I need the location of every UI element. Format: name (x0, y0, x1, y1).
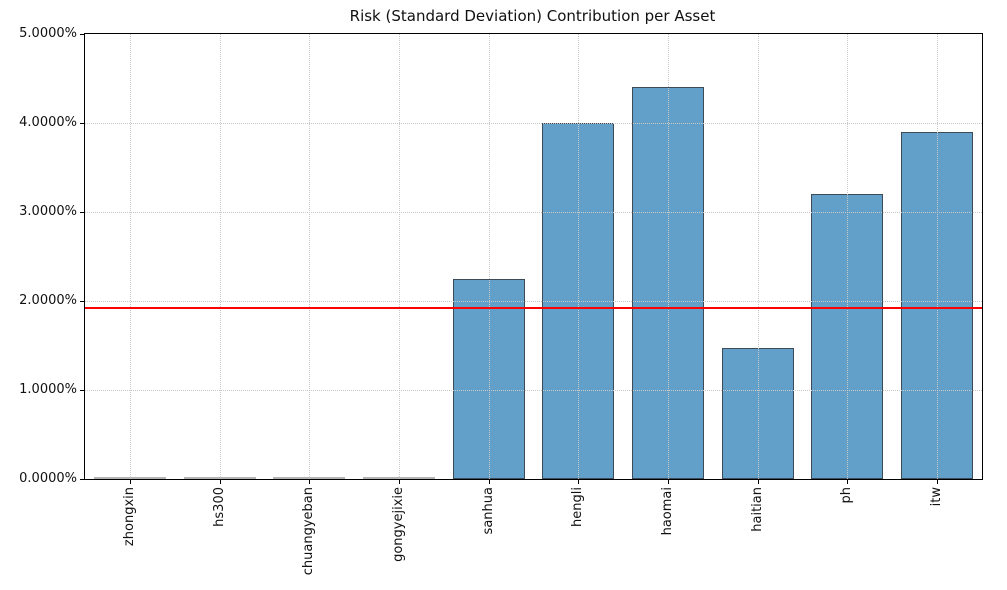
x-axis-tick (757, 479, 759, 484)
x-axis-tick (309, 479, 311, 484)
y-axis-tick (80, 34, 85, 35)
x-axis-tick (129, 479, 131, 484)
gridline-v-hengli (578, 34, 580, 479)
chart-title: Risk (Standard Deviation) Contribution p… (349, 7, 716, 25)
x-tick-label-hengli: hengli (570, 487, 586, 527)
y-tick-label-1: 1.0000% (19, 382, 77, 397)
x-axis-tick (668, 479, 670, 484)
gridline-v-chuangyeban (309, 34, 311, 479)
x-tick-label-gongyejixie: gongyejixie (390, 487, 406, 562)
y-tick-label-4: 4.0000% (19, 115, 77, 130)
x-axis-tick (398, 479, 400, 484)
y-tick-label-0: 0.0000% (19, 471, 77, 486)
y-axis-tick (80, 212, 85, 213)
y-axis-tick (80, 123, 85, 124)
y-axis-tick (80, 390, 85, 391)
gridline-h-2 (85, 301, 982, 302)
gridline-v-sanhua (488, 34, 490, 479)
y-tick-label-3: 3.0000% (19, 204, 77, 219)
x-axis-tick (578, 479, 580, 484)
mean-risk-contribution-line (85, 307, 982, 310)
gridline-h-1 (85, 390, 982, 391)
x-tick-label-haomai: haomai (660, 487, 676, 536)
gridline-h-4 (85, 123, 982, 124)
gridline-v-gongyejixie (398, 34, 400, 479)
gridline-v-itw (937, 34, 939, 479)
x-tick-label-ph: ph (839, 487, 855, 504)
x-tick-label-haitian: haitian (749, 487, 765, 532)
gridline-v-ph (847, 34, 849, 479)
y-tick-label-2: 2.0000% (19, 293, 77, 308)
gridline-v-zhongxin (129, 34, 131, 479)
x-axis-tick (488, 479, 490, 484)
x-tick-label-chuangyeban: chuangyeban (301, 487, 317, 576)
x-tick-label-hs300: hs300 (211, 487, 227, 527)
plot-area: 0.0000% 1.0000% 2.0000% 3.0000% 4.0000% 5.000… (19, 26, 983, 575)
y-axis-tick (80, 479, 85, 480)
x-tick-label-itw: itw (929, 487, 945, 507)
gridline-v-haomai (668, 34, 670, 479)
x-tick-label-sanhua: sanhua (480, 487, 496, 535)
x-axis-tick (219, 479, 221, 484)
gridline-v-hs300 (219, 34, 221, 479)
x-tick-label-zhongxin: zhongxin (121, 487, 137, 547)
gridline-h-3 (85, 212, 982, 213)
y-tick-label-5: 5.0000% (19, 26, 77, 41)
y-axis-tick (80, 301, 85, 302)
x-axis-tick (937, 479, 939, 484)
x-axis-tick (847, 479, 849, 484)
gridline-v-haitian (757, 34, 759, 479)
